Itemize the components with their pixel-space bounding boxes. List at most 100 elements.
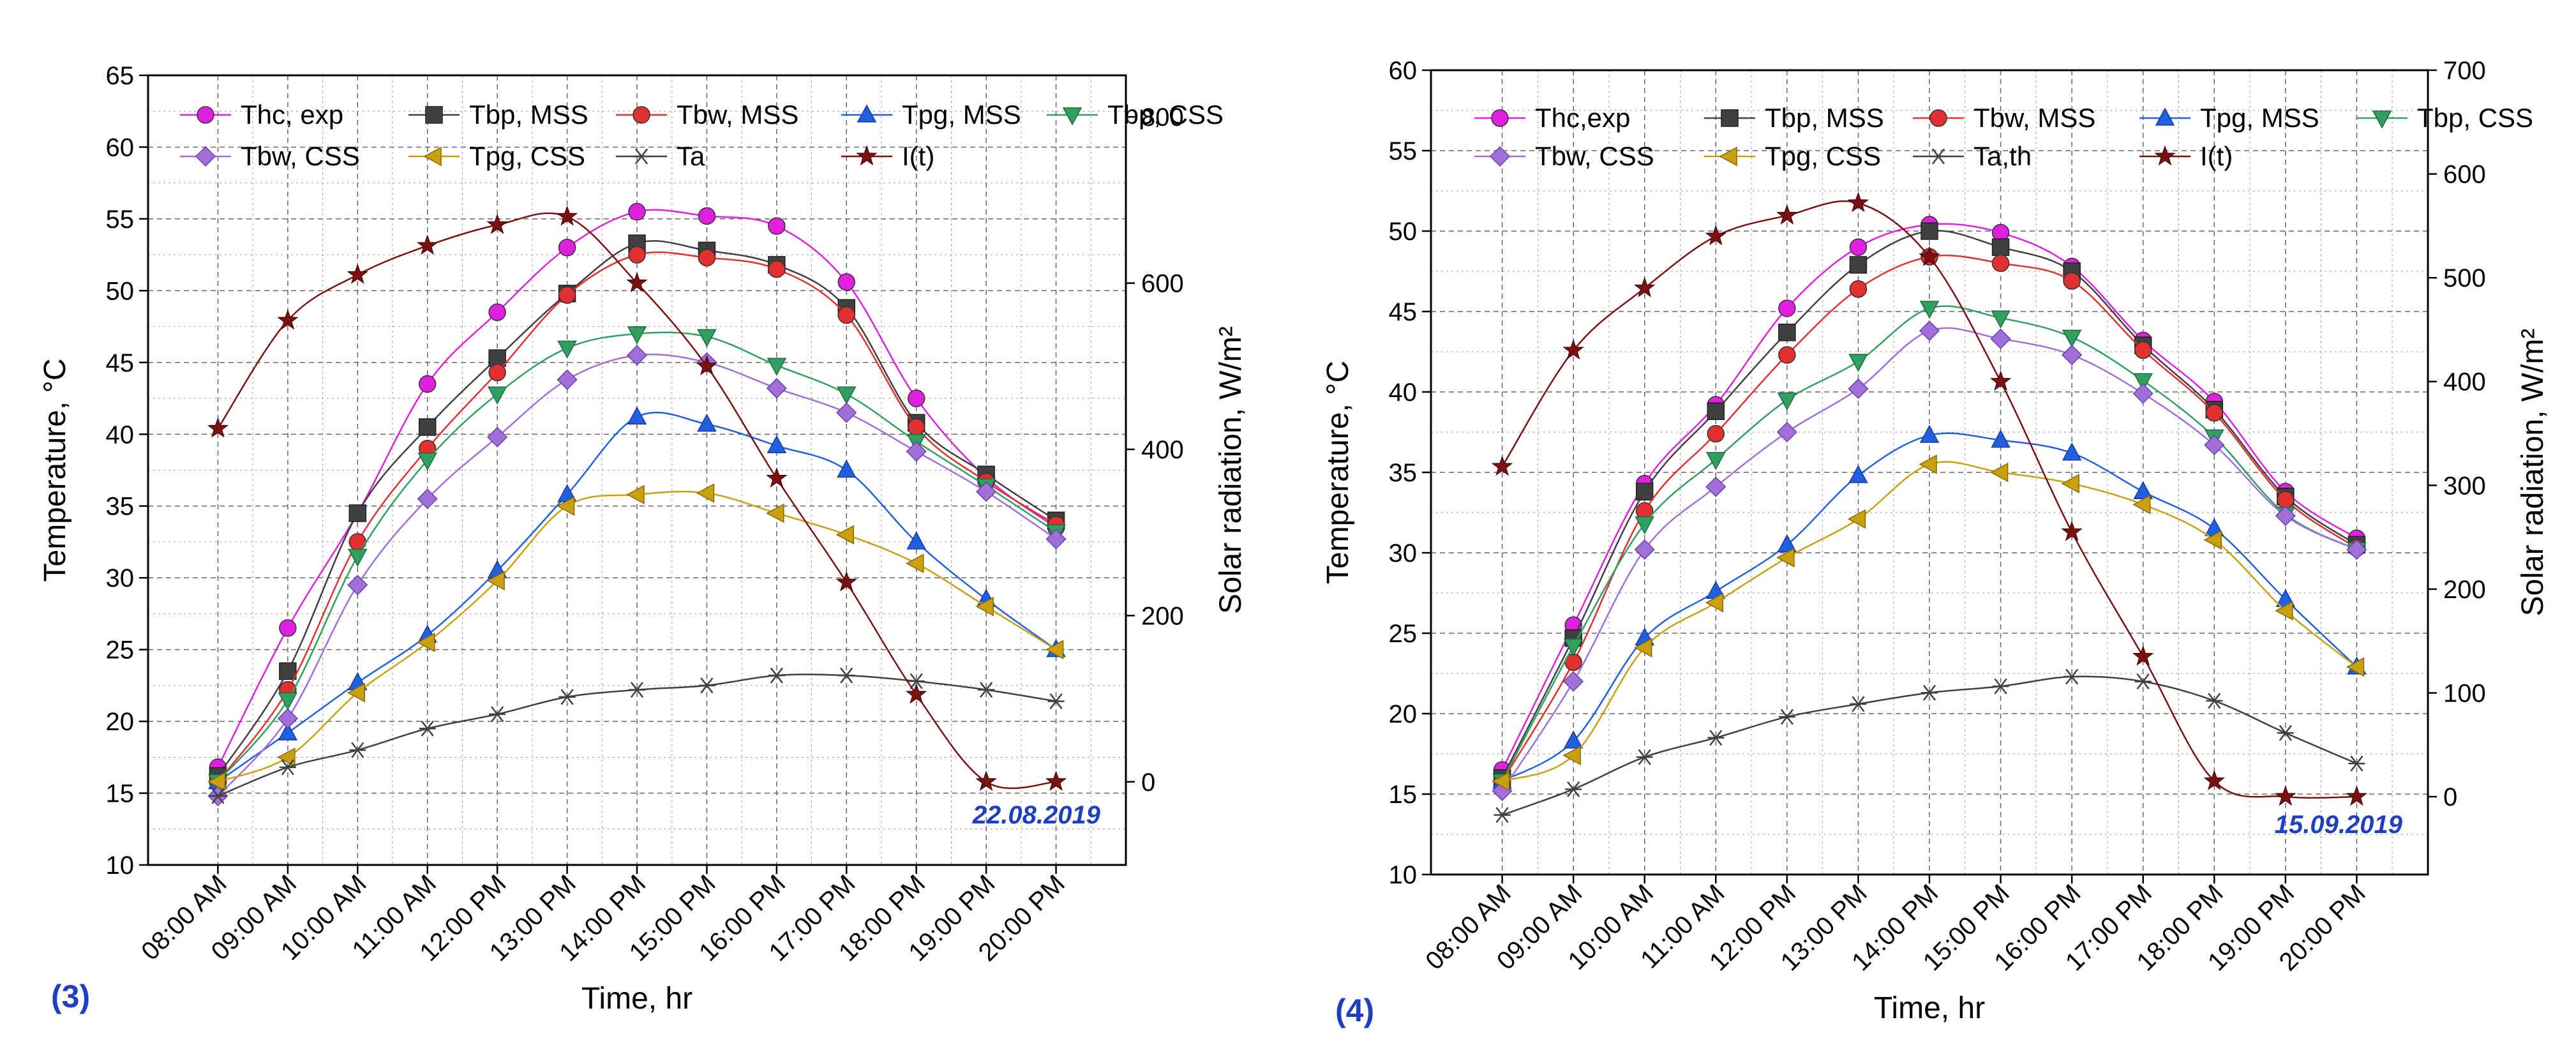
data-point	[907, 418, 925, 436]
data-point	[1778, 709, 1795, 725]
legend-label: Ta,th	[1973, 141, 2032, 171]
data-point	[1776, 548, 1795, 567]
data-point	[1563, 671, 1584, 692]
y2-tick-label: 700	[2443, 57, 2486, 85]
data-point	[838, 667, 855, 684]
series-ta-th	[1494, 668, 2365, 823]
y-tick-label: 50	[1389, 218, 1418, 246]
x-axis-title: Time, hr	[581, 982, 693, 1016]
data-point	[1045, 640, 1064, 659]
legend-label: Tbw, MSS	[1973, 103, 2095, 133]
data-point	[1848, 354, 1868, 372]
y-tick-label: 30	[106, 564, 135, 592]
data-point	[348, 504, 367, 522]
data-point	[698, 677, 715, 694]
data-point	[279, 662, 297, 680]
data-point	[1707, 402, 1725, 420]
data-point	[556, 205, 578, 226]
star-x-stroke	[2279, 725, 2292, 741]
series-i-t-	[1491, 192, 2368, 806]
y-tick-label: 35	[1389, 459, 1418, 487]
data-point	[557, 369, 578, 390]
legend-label: I(t)	[2200, 141, 2233, 171]
data-point	[1777, 392, 1797, 411]
legend-item: Tbw, CSS	[180, 141, 360, 171]
data-point	[2134, 673, 2152, 690]
star-x-stroke	[351, 742, 364, 758]
data-point	[626, 345, 648, 366]
data-point	[2203, 530, 2222, 550]
data-point	[1491, 771, 1510, 792]
star-x-stroke	[1638, 749, 1651, 765]
data-point	[835, 525, 855, 545]
y-tick-label: 25	[1389, 620, 1418, 648]
y-tick-label: 60	[106, 133, 135, 161]
data-point	[978, 682, 995, 698]
legend-marker	[1721, 109, 1739, 127]
data-point	[1847, 192, 1869, 213]
y-tick-label: 55	[1389, 137, 1418, 165]
legend-label: Tpg, MSS	[2200, 103, 2319, 133]
data-point	[417, 453, 437, 471]
data-point	[1919, 301, 1940, 319]
y-tick-label: 45	[106, 349, 135, 377]
data-point	[1989, 370, 2012, 391]
data-point	[2061, 474, 2079, 493]
data-point	[837, 459, 857, 478]
data-point	[2133, 481, 2153, 499]
data-point	[2063, 668, 2081, 685]
data-point	[698, 248, 716, 267]
legend-marker	[1929, 109, 1947, 127]
data-point	[626, 271, 648, 292]
data-point	[418, 375, 437, 393]
data-point	[627, 326, 647, 345]
data-point	[906, 553, 924, 573]
legend-marker	[633, 148, 650, 165]
y-tick-label: 10	[106, 852, 135, 880]
star-x-stroke	[1922, 684, 1936, 701]
data-point	[207, 772, 226, 792]
y2-tick-label: 100	[2443, 679, 2486, 707]
y-tick-label: 15	[106, 780, 135, 808]
legend-marker	[1491, 109, 1509, 127]
star-x-stroke	[1931, 148, 1945, 165]
legend-marker	[856, 145, 878, 166]
data-point	[908, 673, 925, 689]
legend-label: Tpg, CSS	[1765, 141, 1881, 171]
y-axis-title: Temperature, °C	[38, 359, 72, 582]
legend-marker	[195, 146, 216, 167]
y2-tick-label: 800	[1141, 103, 1184, 131]
data-point	[1565, 781, 1582, 797]
data-point	[1849, 238, 1868, 256]
y-tick-label: 40	[1389, 379, 1418, 407]
y-tick-label: 10	[1389, 861, 1418, 889]
legend-marker	[1719, 146, 1737, 167]
data-point	[489, 706, 506, 723]
star-x-stroke	[700, 677, 714, 694]
data-point	[628, 202, 646, 221]
data-point	[1778, 346, 1796, 364]
data-point	[417, 633, 435, 652]
data-point	[1919, 320, 1940, 342]
legend-item: I(t)	[841, 141, 934, 171]
data-point	[279, 759, 296, 776]
data-point	[2062, 329, 2082, 348]
data-point	[2277, 725, 2294, 741]
data-point	[1992, 678, 2009, 695]
data-point	[837, 273, 856, 291]
data-point	[1562, 339, 1584, 360]
data-point	[835, 571, 857, 592]
legend-marker	[857, 104, 877, 123]
data-point	[558, 689, 576, 705]
data-point	[348, 548, 368, 567]
star-x-stroke	[281, 759, 294, 776]
y2-tick-label: 300	[2443, 472, 2486, 500]
data-point	[209, 788, 227, 804]
panel-label: (4)	[1335, 993, 1374, 1028]
data-point	[1991, 430, 2011, 448]
data-point	[1634, 539, 1655, 560]
legend: Thc, exp Tbp, MSS Tbw, MSS Tpg, MSS Tbp, CSS…	[180, 100, 1224, 171]
data-point	[1991, 238, 2010, 256]
star-x-stroke	[980, 682, 993, 698]
data-point	[2132, 645, 2154, 666]
